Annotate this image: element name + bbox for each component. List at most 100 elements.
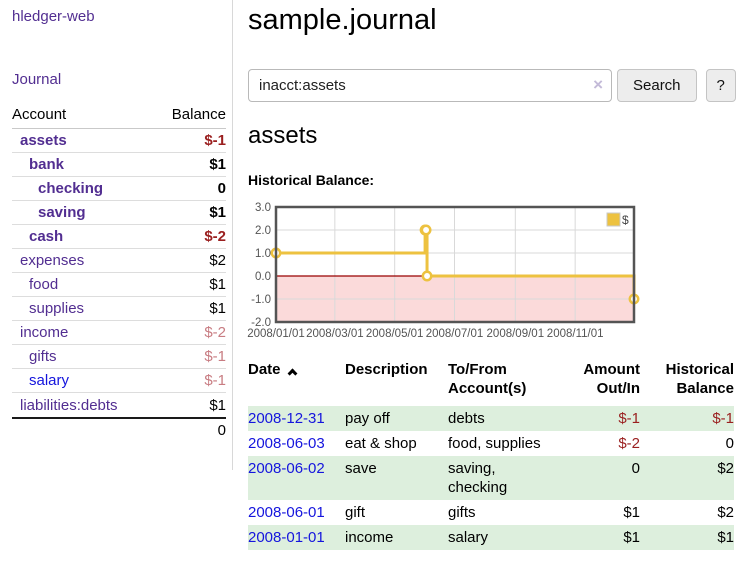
account-balance: $1 xyxy=(209,204,226,221)
transaction-date-link[interactable]: 2008-01-01 xyxy=(248,529,325,546)
transaction-description: pay off xyxy=(345,406,448,431)
search-input[interactable] xyxy=(248,69,612,102)
column-header-date[interactable]: Date xyxy=(248,360,345,406)
account-balance: $1 xyxy=(209,396,226,414)
sidebar-account-link-cash[interactable]: cash xyxy=(29,228,64,245)
transaction-date-cell: 2008-06-02 xyxy=(248,456,345,500)
column-header-amount: Amount Out/In xyxy=(583,361,640,397)
balance-column-header: Balance xyxy=(171,106,226,123)
svg-text:2008/11/01: 2008/11/01 xyxy=(547,328,604,340)
account-balance: 0 xyxy=(217,180,226,197)
transaction-date-cell: 2008-01-01 xyxy=(248,525,345,550)
legend-swatch xyxy=(606,212,621,227)
help-button[interactable]: ? xyxy=(705,69,736,102)
account-balance: $-1 xyxy=(204,348,226,365)
sidebar-account-row: cash $-2 xyxy=(12,225,226,249)
sort-ascending-icon xyxy=(287,368,297,379)
column-header-description: Description xyxy=(345,361,428,378)
sidebar-account-row: expenses $2 xyxy=(12,249,226,273)
search-box: × xyxy=(248,69,612,102)
column-header-accounts: To/From Account(s) xyxy=(448,361,527,397)
account-balance: $-1 xyxy=(204,372,226,389)
sidebar-account-link-assets[interactable]: assets xyxy=(20,132,67,149)
account-heading: assets xyxy=(248,122,318,149)
transaction-balance: $-1 xyxy=(646,406,734,431)
register-row: 2008-06-02 save saving, checking 0 $2 xyxy=(248,456,734,500)
transaction-balance: $2 xyxy=(717,504,734,521)
transaction-amount: 0 xyxy=(578,456,646,500)
chart-label: Historical Balance: xyxy=(248,172,375,188)
transaction-accounts: saving, checking xyxy=(448,456,578,500)
svg-text:2008/03/01: 2008/03/01 xyxy=(306,328,364,340)
transaction-date-link[interactable]: 2008-06-02 xyxy=(248,460,325,477)
account-balance: $1 xyxy=(209,156,226,173)
search-button[interactable]: Search xyxy=(617,69,697,102)
svg-text:-2.0: -2.0 xyxy=(251,317,271,329)
transaction-accounts: debts xyxy=(448,406,578,431)
transaction-amount: $-2 xyxy=(618,435,640,452)
account-balance: $1 xyxy=(209,300,226,317)
transaction-date-cell: 2008-06-03 xyxy=(248,431,345,456)
sidebar-account-link-bank[interactable]: bank xyxy=(29,156,65,173)
accounts-total-value: 0 xyxy=(217,421,226,439)
transaction-date-link[interactable]: 2008-12-31 xyxy=(248,410,325,427)
account-column-header: Account xyxy=(12,106,67,123)
column-header-balance: Historical Balance xyxy=(665,361,734,397)
transaction-description: gift xyxy=(345,504,366,521)
svg-text:-1.0: -1.0 xyxy=(251,294,271,306)
sidebar-account-link-saving[interactable]: saving xyxy=(38,204,86,221)
sidebar-account-link-checking[interactable]: checking xyxy=(38,180,104,197)
sidebar-item-journal[interactable]: Journal xyxy=(12,71,62,88)
sidebar-account-link-supplies[interactable]: supplies xyxy=(29,300,85,317)
sidebar-account-link-food[interactable]: food xyxy=(29,276,59,293)
transaction-accounts: salary xyxy=(448,525,578,550)
transaction-balance: $1 xyxy=(646,525,734,550)
sidebar-account-link-income[interactable]: income xyxy=(20,324,69,341)
svg-text:2008/01/01: 2008/01/01 xyxy=(247,328,305,340)
clear-search-icon[interactable]: × xyxy=(593,75,603,94)
sidebar-account-link-salary[interactable]: salary xyxy=(29,372,70,389)
register-row: 2008-06-01 gift gifts $1 $2 xyxy=(248,500,734,525)
sidebar-account-link-gifts[interactable]: gifts xyxy=(29,348,57,365)
svg-text:2008/09/01: 2008/09/01 xyxy=(487,328,545,340)
account-balance: $2 xyxy=(209,252,226,269)
transaction-accounts: gifts xyxy=(448,504,476,521)
transaction-date-cell: 2008-12-31 xyxy=(248,406,345,431)
page-title: sample.journal xyxy=(248,4,437,36)
register-row: 2008-01-01 income salary $1 $1 xyxy=(248,525,734,550)
sidebar-account-row: gifts $-1 xyxy=(12,345,226,369)
transaction-accounts: food, supplies xyxy=(448,435,541,452)
register-row: 2008-06-03 eat & shop food, supplies $-2 0 xyxy=(248,431,734,456)
register-header-row: Date Description To/From Account(s) Amou… xyxy=(248,360,734,406)
transaction-date-link[interactable]: 2008-06-01 xyxy=(248,504,325,521)
main-content: sample.journal × Search ? assets Histori… xyxy=(247,0,742,582)
sidebar-account-link-liabilities-debts[interactable]: liabilities:debts xyxy=(20,396,118,414)
sidebar-account-row: salary $-1 xyxy=(12,369,226,393)
sidebar: hledger-web Journal Account Balance asse… xyxy=(0,0,233,470)
sidebar-account-link-expenses[interactable]: expenses xyxy=(20,252,85,269)
account-balance: $-2 xyxy=(204,228,226,245)
transaction-description: save xyxy=(345,456,448,500)
accounts-table-body: assets $-1 bank $1 checking 0 saving $1 cash $-2 e… xyxy=(12,129,226,417)
transaction-description: income xyxy=(345,525,448,550)
accounts-table: Account Balance assets $-1 bank $1 checking 0… xyxy=(12,106,226,441)
sidebar-account-row: checking 0 xyxy=(12,177,226,201)
sidebar-account-row: food $1 xyxy=(12,273,226,297)
svg-text:0.0: 0.0 xyxy=(255,271,271,283)
sidebar-account-row: bank $1 xyxy=(12,153,226,177)
sidebar-account-row: assets $-1 xyxy=(12,129,226,153)
account-balance: $-1 xyxy=(204,132,226,149)
transaction-amount: $1 xyxy=(578,525,646,550)
app-title-link[interactable]: hledger-web xyxy=(12,8,95,25)
transaction-date-link[interactable]: 2008-06-03 xyxy=(248,435,325,452)
transaction-description: eat & shop xyxy=(345,435,417,452)
register-table: Date Description To/From Account(s) Amou… xyxy=(248,360,734,550)
register-row: 2008-12-31 pay off debts $-1 $-1 xyxy=(248,406,734,431)
sidebar-account-row: supplies $1 xyxy=(12,297,226,321)
svg-text:1.0: 1.0 xyxy=(255,248,271,260)
svg-text:2.0: 2.0 xyxy=(255,225,271,237)
sidebar-account-row: income $-2 xyxy=(12,321,226,345)
transaction-amount: $1 xyxy=(623,504,640,521)
account-balance: $-2 xyxy=(204,324,226,341)
